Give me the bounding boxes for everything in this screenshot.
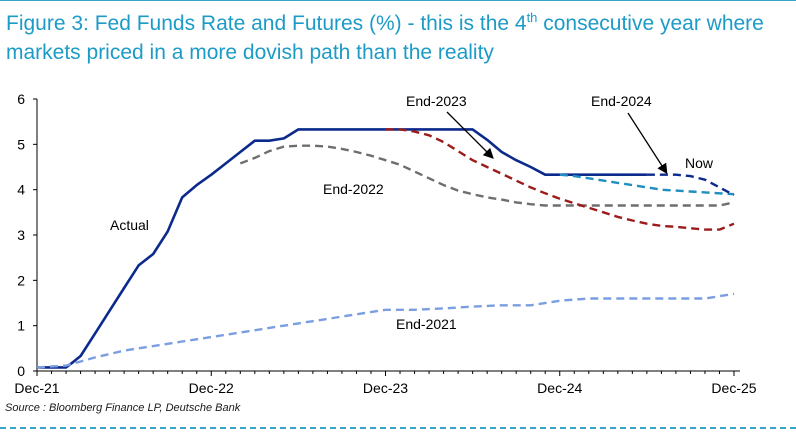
axes: 0 1 2 3 4 5 6 Dec-21 Dec-22 Dec-23 Dec-24 Dec-25	[14, 91, 756, 396]
title-main: Figure 3: Fed Funds Rate and Futures (%)…	[6, 12, 527, 35]
label-end-2023: End-2023	[406, 93, 467, 109]
annotation-labels: Actual End-2021 End-2022 End-2023 End-20…	[110, 93, 714, 332]
series-end-2022	[239, 144, 735, 207]
y-tick-label: 3	[17, 227, 25, 243]
title-rest: consecutive year where markets priced in…	[6, 12, 764, 64]
y-tick-label: 6	[17, 91, 25, 107]
title-box: Figure 3: Fed Funds Rate and Futures (%)…	[0, 0, 796, 75]
y-tick-label: 1	[17, 318, 25, 334]
x-tick-label: Dec-21	[14, 380, 59, 396]
series-end-2021	[36, 292, 735, 369]
label-actual: Actual	[110, 217, 149, 233]
y-tick-label: 4	[17, 182, 25, 198]
y-tick-label: 2	[17, 272, 25, 288]
series-group	[36, 128, 735, 369]
bottom-rule	[0, 427, 796, 429]
x-tick-label: Dec-25	[711, 380, 756, 396]
series-actual	[37, 128, 647, 369]
source-note: Source : Bloomberg Finance LP, Deutsche …	[5, 402, 241, 414]
x-tick-label: Dec-22	[189, 380, 234, 396]
series-now	[646, 173, 735, 197]
label-end-2021: End-2021	[396, 316, 457, 332]
label-now: Now	[685, 155, 714, 171]
chart-title: Figure 3: Fed Funds Rate and Futures (%)…	[6, 9, 791, 67]
y-tick-label: 5	[17, 136, 25, 152]
series-end-2024	[559, 173, 735, 196]
title-superscript: th	[526, 10, 538, 25]
x-tick-label: Dec-23	[363, 380, 408, 396]
label-end-2022: End-2022	[323, 181, 384, 197]
annotation-arrows	[446, 111, 668, 175]
label-end-2024: End-2024	[591, 93, 652, 109]
x-tick-label: Dec-24	[537, 380, 582, 396]
y-tick-label: 0	[17, 363, 25, 379]
series-end-2023	[385, 128, 735, 231]
arrow-end-2024	[627, 112, 668, 175]
arrow-end-2023	[446, 111, 494, 159]
